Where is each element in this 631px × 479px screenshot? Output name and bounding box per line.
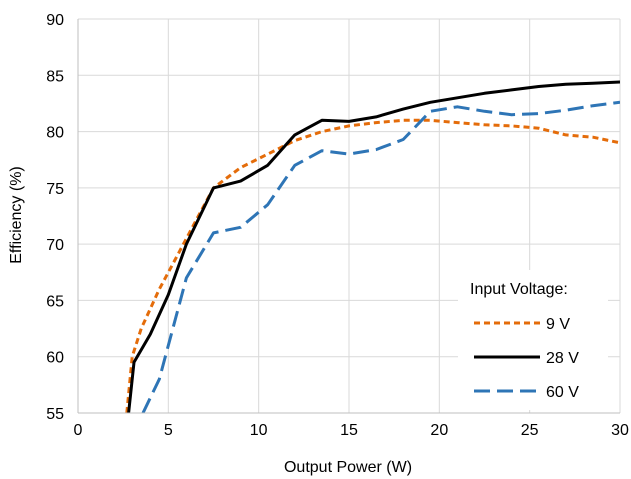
y-tick-label: 85 — [46, 68, 64, 85]
x-axis-title: Output Power (W) — [284, 459, 412, 476]
x-tick-label: 30 — [611, 422, 629, 439]
legend-label: 9 V — [546, 316, 570, 333]
y-tick-label: 55 — [46, 406, 64, 423]
legend-title: Input Voltage: — [470, 281, 568, 298]
series-line-28v — [127, 80, 620, 413]
x-tick-label: 5 — [164, 422, 173, 439]
legend-label: 28 V — [546, 350, 579, 367]
x-tick-label: 25 — [521, 422, 539, 439]
series-line-9v — [125, 118, 620, 413]
legend: Input Voltage: 9 V 28 V 60 V — [458, 270, 608, 410]
legend-label: 60 V — [546, 384, 579, 401]
y-tick-label: 80 — [46, 125, 64, 142]
y-tick-label: 70 — [46, 237, 64, 254]
y-axis-title: Efficiency (%) — [8, 166, 25, 264]
legend-background — [458, 270, 608, 410]
series-line-60v — [141, 100, 620, 413]
y-tick-label: 65 — [46, 293, 64, 310]
y-tick-label: 60 — [46, 350, 64, 367]
y-tick-label: 75 — [46, 181, 64, 198]
y-tick-label: 90 — [46, 12, 64, 29]
x-tick-label: 10 — [250, 422, 268, 439]
axes: 0 5 10 15 20 25 30 55 60 65 70 75 80 85 90 — [46, 12, 629, 439]
series-lines — [125, 80, 620, 413]
x-tick-label: 15 — [340, 422, 358, 439]
x-tick-label: 20 — [430, 422, 448, 439]
x-tick-label: 0 — [74, 422, 83, 439]
